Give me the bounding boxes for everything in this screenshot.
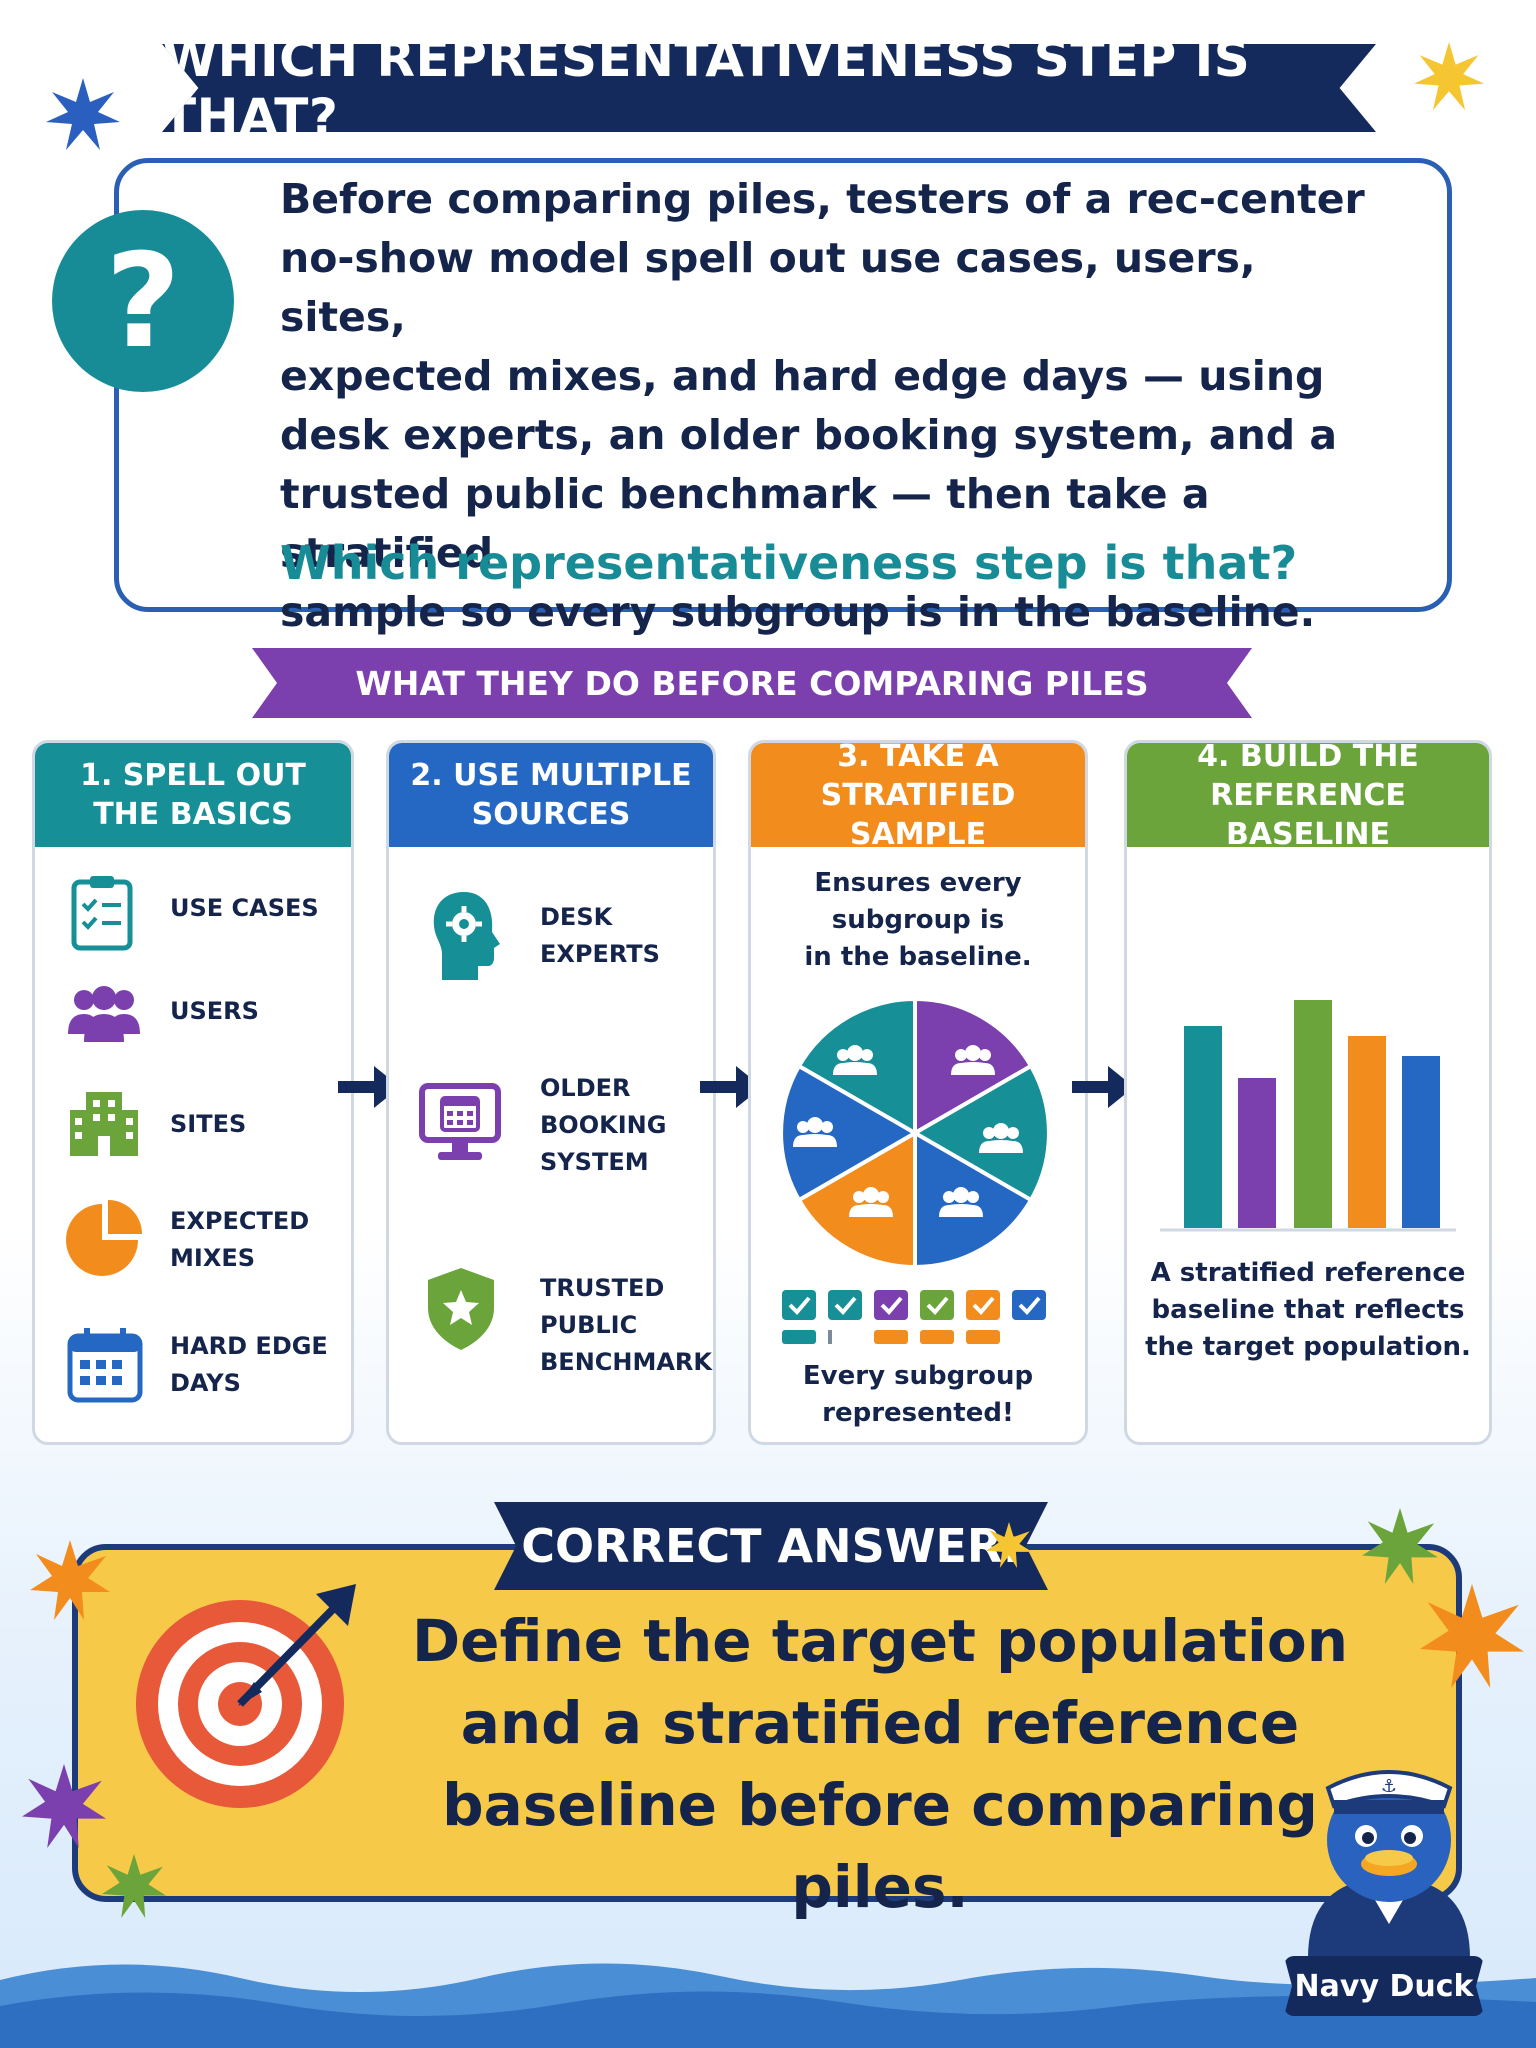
answer-label-banner: CORRECT ANSWER:	[494, 1502, 1048, 1590]
item-label-older-booking-system: OLDER BOOKING SYSTEM	[540, 1074, 667, 1176]
sparkle-icon	[986, 1522, 1032, 1568]
step-card-spell-out: 1. SPELL OUT THE BASICS	[32, 740, 354, 1445]
answer-text: Define the target population and a strat…	[411, 1607, 1348, 1921]
item-label-sites: SITES	[170, 1110, 247, 1138]
item-label-hard-edge-days: HARD EDGE DAYS	[170, 1332, 328, 1397]
wave-decoration	[0, 1963, 1536, 2048]
navy-duck-mascot-icon: ⚓	[1308, 1770, 1470, 1958]
blue-star-icon	[46, 78, 120, 150]
item-label-desk-experts: DESK EXPERTS	[540, 903, 660, 968]
list-item	[66, 872, 138, 952]
step-heading: 1. SPELL OUT THE BASICS	[35, 743, 351, 847]
monitor-calendar-icon	[419, 1083, 501, 1160]
section-title: WHAT THEY DO BEFORE COMPARING PILES	[355, 663, 1149, 703]
item-label-users: USERS	[170, 997, 259, 1025]
purple-burst-icon	[22, 1764, 106, 1848]
question-line: Before comparing piles, testers of a rec…	[280, 175, 1365, 223]
question-prompt: Which representativeness step is that?	[280, 536, 1298, 590]
arrow-right-icon	[1072, 1066, 1134, 1108]
question-line: expected mixes, and hard edge days — usi…	[280, 352, 1325, 400]
question-text: Before comparing piles, testers of a rec…	[280, 170, 1390, 642]
section-banner: WHAT THEY DO BEFORE COMPARING PILES	[252, 648, 1252, 718]
users-group-icon	[68, 986, 140, 1042]
orange-burst-icon	[30, 1540, 110, 1620]
question-box	[114, 158, 1452, 612]
item-label-use-cases: USE CASES	[170, 894, 319, 922]
mascot-name: Navy Duck	[1294, 1968, 1474, 2004]
step-heading: 4. BUILD THE REFERENCE BASELINE	[1127, 743, 1489, 852]
arrow-right-icon	[700, 1066, 762, 1108]
question-mark-icon: ?	[52, 210, 234, 392]
clipboard-checklist-icon	[71, 876, 133, 951]
mascot-banner: Navy Duck	[1284, 1956, 1484, 2016]
baseline-caption: A stratified reference baseline that ref…	[1145, 1258, 1471, 1362]
bar-chart-icon	[1160, 1000, 1456, 1232]
question-line: no-show model spell out use cases, users…	[280, 234, 1256, 341]
calendar-icon	[67, 1328, 143, 1403]
question-line: sample so every subgroup is in the basel…	[280, 588, 1316, 636]
page-title: WHICH REPRESENTATIVENESS STEP IS THAT?	[162, 30, 1251, 146]
question-line: trusted public benchmark — then take a s…	[280, 470, 1210, 577]
checkbox-row-icon	[782, 1290, 1046, 1344]
step-heading: 3. TAKE A STRATIFIED SAMPLE	[751, 743, 1085, 852]
svg-text:⚓: ⚓	[1381, 1776, 1397, 1797]
shield-star-icon	[428, 1268, 494, 1350]
green-burst-icon	[102, 1854, 166, 1918]
orange-burst-icon	[1420, 1584, 1524, 1688]
question-line: desk experts, an older booking system, a…	[280, 411, 1338, 459]
item-label-trusted-public-benchmark: TRUSTED PUBLIC BENCHMARK	[540, 1274, 713, 1376]
arrow-right-icon	[338, 1066, 400, 1108]
item-label-expected-mixes: EXPECTED MIXES	[170, 1207, 310, 1272]
yellow-star-icon	[1413, 41, 1485, 111]
answer-label: CORRECT ANSWER:	[521, 1519, 1021, 1573]
stratified-pie-icon	[780, 998, 1050, 1268]
expert-head-gear-icon	[433, 892, 500, 980]
title-banner: WHICH REPRESENTATIVENESS STEP IS THAT?	[162, 44, 1376, 132]
step-heading: 2. USE MULTIPLE SOURCES	[389, 743, 713, 847]
stratified-caption: Ensures every subgroup is in the baselin…	[804, 868, 1032, 972]
building-icon	[70, 1092, 138, 1156]
target-arrow-icon	[136, 1584, 356, 1808]
pie-chart-icon	[66, 1200, 142, 1276]
stratified-caption-bottom: Every subgroup represented!	[802, 1361, 1034, 1428]
green-burst-icon	[1362, 1508, 1438, 1584]
